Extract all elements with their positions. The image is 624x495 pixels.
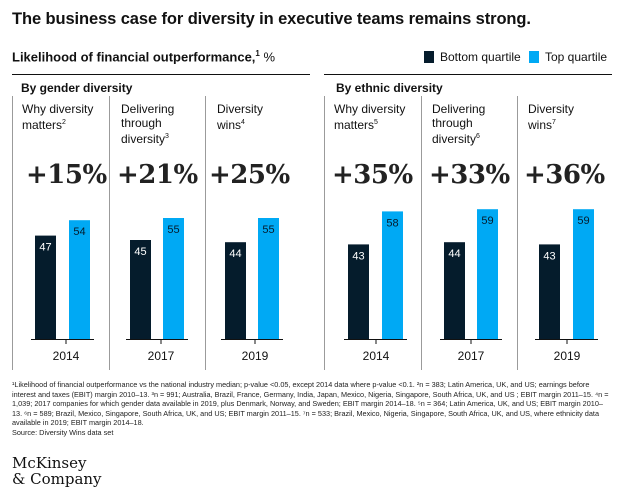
study-name: Why diversity matters (334, 102, 406, 132)
study-name: Delivering through diversity (432, 102, 486, 146)
difference-value: +21% (117, 160, 198, 190)
legend-item-bottom: Bottom quartile (424, 50, 521, 64)
divider-line (12, 96, 13, 370)
subtitle-text: Likelihood of financial outperformance, (12, 49, 256, 65)
group-rule-gender (12, 74, 310, 75)
logo-line-1: McKinsey (12, 454, 87, 472)
difference-value: +33% (429, 160, 510, 190)
study-name: Delivering through diversity (121, 102, 175, 146)
year-label: 2019 (553, 349, 581, 363)
bar-bottom-quartile (225, 242, 246, 339)
footnote-text: ¹Likelihood of financial outperformance … (12, 380, 609, 428)
bar-bottom-quartile (35, 235, 56, 339)
divider-line (324, 96, 325, 370)
bar-top-quartile (69, 220, 90, 339)
study-label: Why diversity matters5 (334, 102, 419, 132)
study-name: Diversity wins (528, 102, 575, 132)
study-label: Diversity wins7 (528, 102, 583, 132)
difference-value: +25% (209, 160, 290, 190)
bar-value-label: 55 (262, 224, 274, 236)
legend-swatch-top (529, 51, 539, 63)
difference-value: +15% (26, 160, 107, 190)
subtitle-footnote-mark: 1 (255, 49, 260, 58)
bar-value-label: 47 (39, 242, 51, 254)
bar-top-quartile (382, 211, 403, 339)
study-name: Diversity wins (217, 102, 264, 132)
study-footnote-mark: 5 (374, 119, 378, 126)
year-label: 2017 (457, 349, 485, 363)
bar-top-quartile (258, 218, 279, 339)
page-title: The business case for diversity in execu… (12, 10, 531, 28)
chart-subtitle: Likelihood of financial outperformance,1… (12, 49, 275, 64)
bar-top-quartile (573, 209, 594, 339)
study-footnote-mark: 6 (476, 133, 480, 140)
legend-label-bottom: Bottom quartile (440, 50, 521, 64)
difference-value: +35% (332, 160, 413, 190)
bar-value-label: 58 (386, 217, 398, 229)
study-footnote-mark: 7 (552, 119, 556, 126)
bar-value-label: 44 (229, 248, 241, 260)
study-label: Diversity wins4 (217, 102, 272, 132)
divider-line (517, 96, 518, 370)
study-name: Why diversity matters (22, 102, 94, 132)
bar-bottom-quartile (444, 242, 465, 339)
group-title-ethnic: By ethnic diversity (336, 81, 443, 95)
bar-value-label: 43 (352, 250, 364, 262)
bar-top-quartile (163, 218, 184, 339)
legend-label-top: Top quartile (545, 50, 608, 64)
bar-bottom-quartile (348, 244, 369, 339)
logo-line-2: & Company (12, 470, 102, 488)
year-label: 2017 (147, 349, 175, 363)
year-label: 2014 (52, 349, 80, 363)
year-label: 2014 (362, 349, 390, 363)
bar-value-label: 45 (134, 246, 146, 258)
group-title-gender: By gender diversity (21, 81, 133, 95)
bar-value-label: 55 (167, 224, 179, 236)
divider-line (205, 96, 206, 370)
difference-value: +36% (524, 160, 605, 190)
bar-bottom-quartile (130, 240, 151, 339)
bar-value-label: 54 (73, 226, 85, 238)
bar-value-label: 44 (448, 248, 460, 260)
study-label: Delivering through diversity3 (121, 102, 206, 146)
group-rule-ethnic (324, 74, 612, 75)
footnotes: ¹Likelihood of financial outperformance … (12, 380, 612, 438)
mckinsey-logo: McKinsey & Company (12, 455, 102, 487)
study-footnote-mark: 2 (62, 119, 66, 126)
study-footnote-mark: 4 (241, 119, 245, 126)
legend-swatch-bottom (424, 51, 434, 63)
year-label: 2019 (241, 349, 269, 363)
study-label: Why diversity matters2 (22, 102, 107, 132)
divider-line (421, 96, 422, 370)
bar-value-label: 43 (543, 250, 555, 262)
bar-top-quartile (477, 209, 498, 339)
study-label: Delivering through diversity6 (432, 102, 517, 146)
bar-bottom-quartile (539, 244, 560, 339)
bar-value-label: 59 (481, 215, 493, 227)
source-text: Source: Diversity Wins data set (12, 427, 114, 437)
divider-line (109, 96, 110, 370)
bar-value-label: 59 (577, 215, 589, 227)
subtitle-unit: % (263, 49, 276, 65)
legend-item-top: Top quartile (529, 50, 607, 64)
study-footnote-mark: 3 (165, 133, 169, 140)
